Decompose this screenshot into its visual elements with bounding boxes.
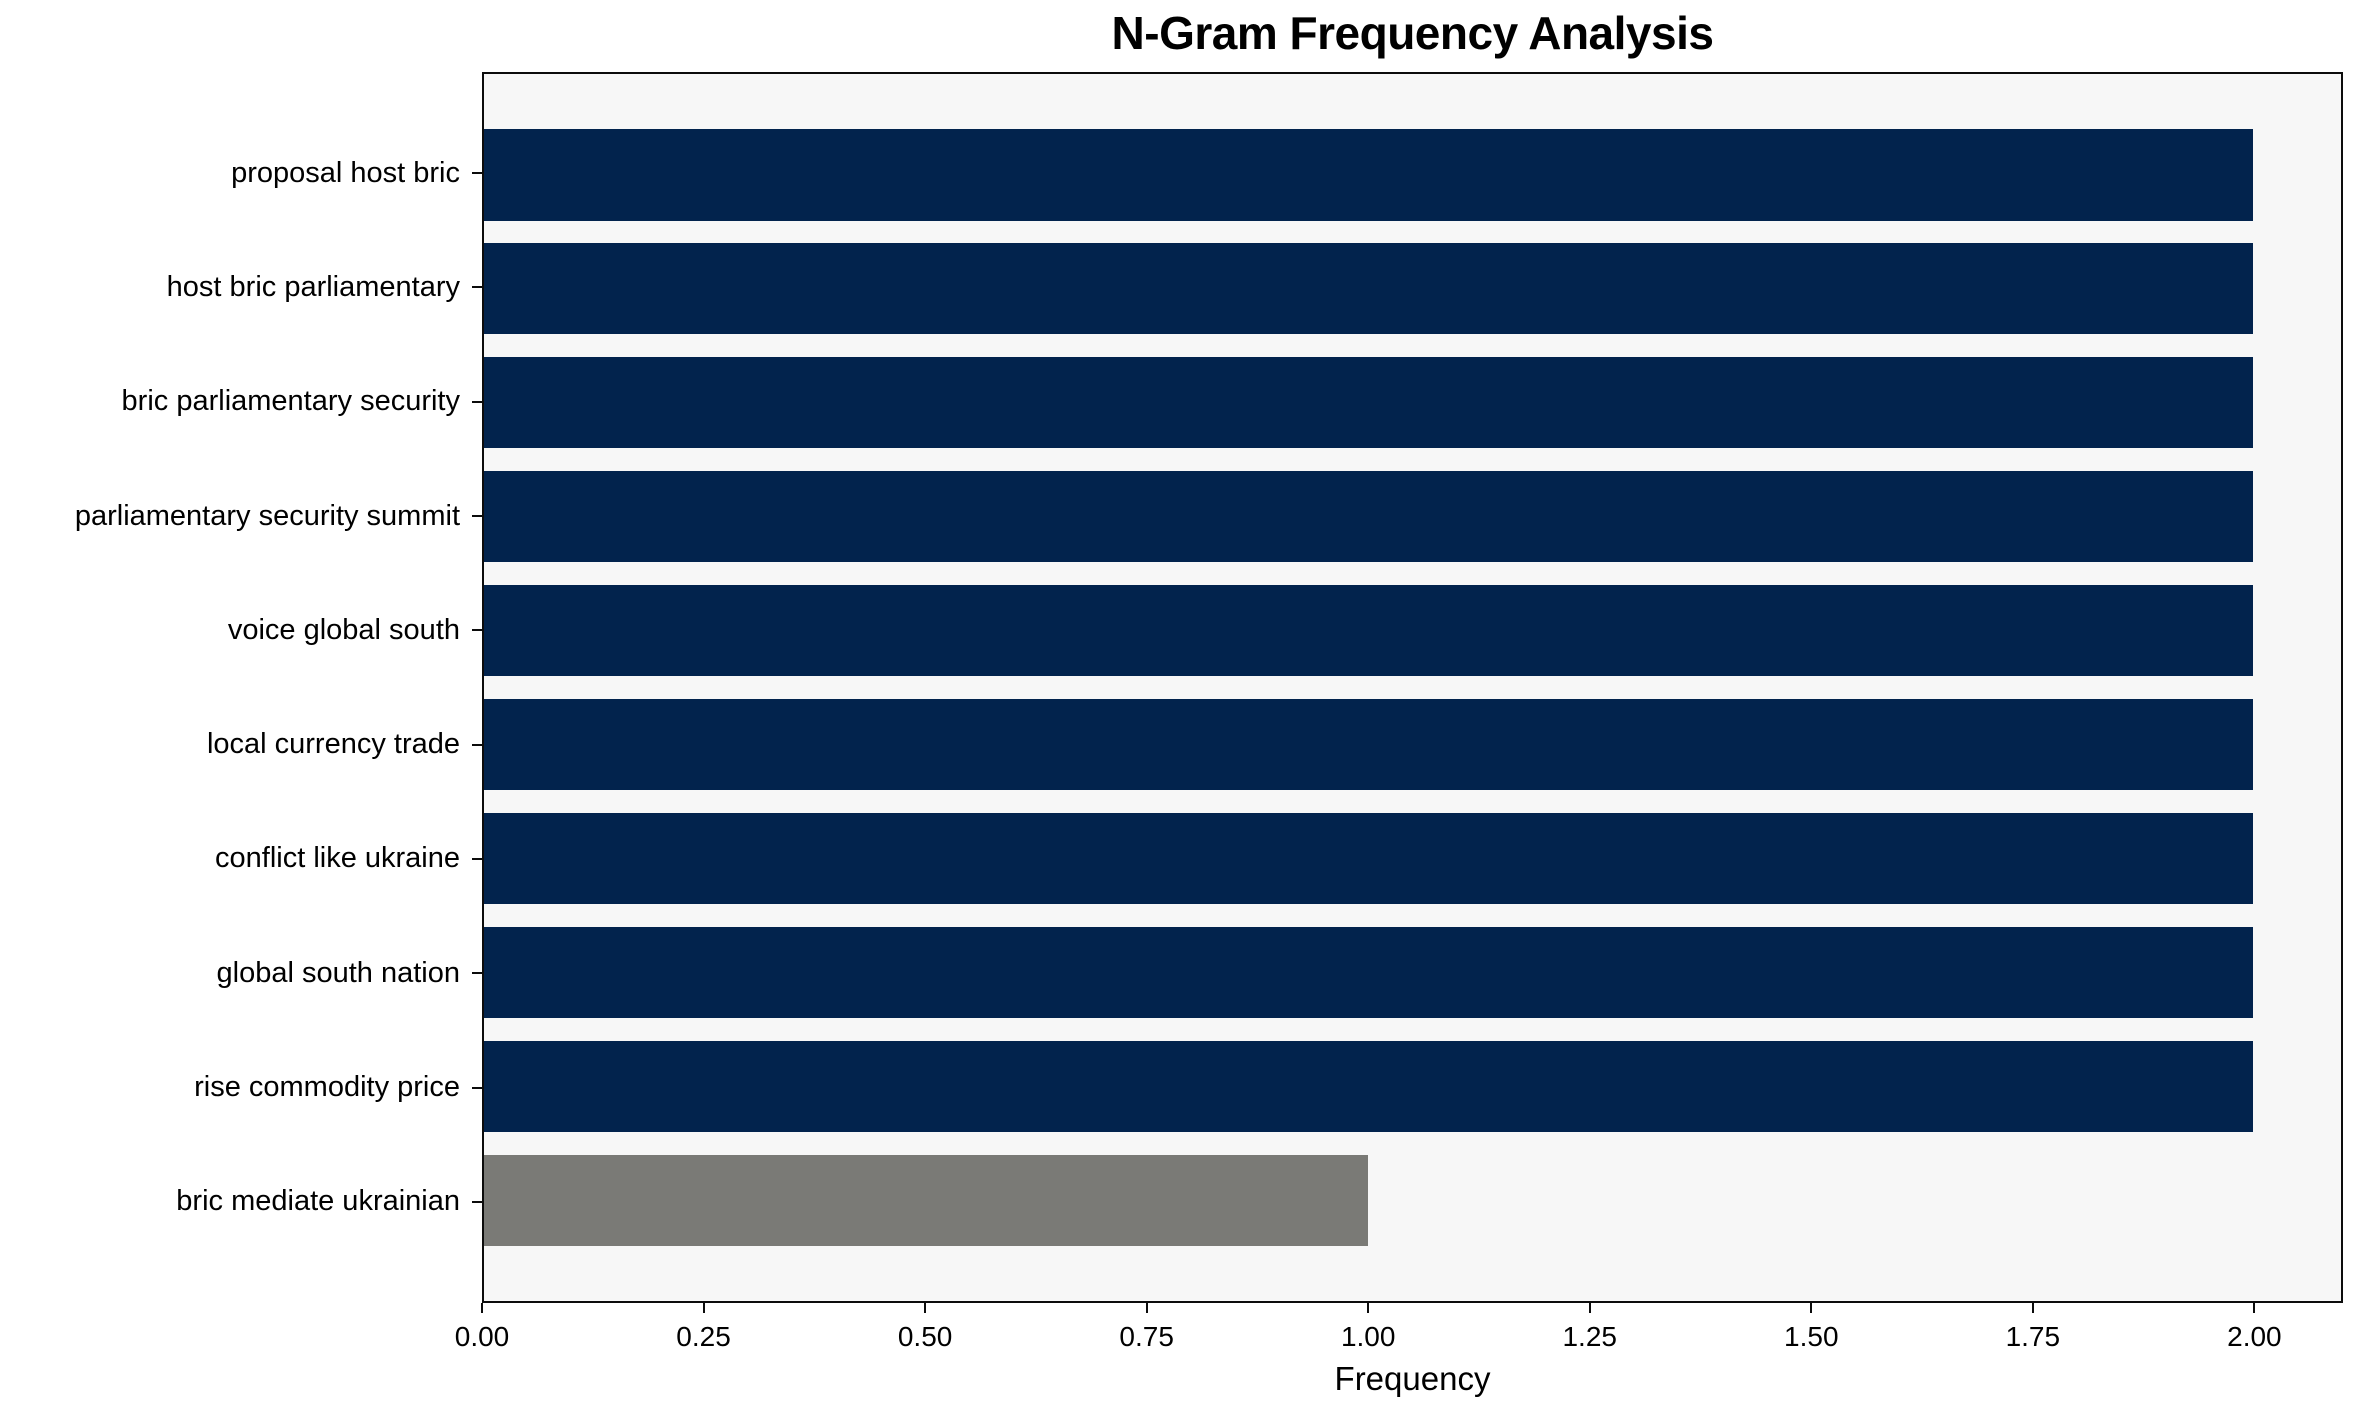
y-tick-label: host bric parliamentary	[166, 270, 460, 303]
bar-row	[484, 118, 2341, 232]
bars-container	[484, 74, 2341, 1301]
x-tick-label: 0.50	[897, 1321, 953, 1352]
y-tick-label: bric parliamentary security	[121, 385, 460, 418]
y-tick-mark	[472, 286, 482, 289]
chart-title: N-Gram Frequency Analysis	[1111, 7, 1714, 59]
y-tick-label: proposal host bric	[231, 156, 460, 189]
x-tick-mark	[1810, 1303, 1813, 1313]
y-category-row: host bric parliamentary	[0, 230, 482, 344]
x-tick-mark	[1367, 1303, 1370, 1313]
bar	[484, 471, 2253, 563]
y-tick-label: parliamentary security summit	[74, 499, 460, 532]
y-tick-mark	[472, 400, 482, 403]
y-category-row: conflict like ukraine	[0, 802, 482, 916]
x-tick-mark	[1145, 1303, 1148, 1313]
y-tick-mark	[472, 1086, 482, 1089]
bar	[484, 926, 2253, 1018]
bar	[484, 357, 2253, 449]
y-tick-label: global south nation	[216, 956, 460, 989]
x-tick-mark	[481, 1303, 483, 1313]
bar-row	[484, 232, 2341, 346]
bar	[484, 129, 2253, 221]
y-tick-label: voice global south	[227, 613, 460, 646]
x-axis: 0.00 0.25 0.50 0.75 1.00 1.25 1.50 1.75 2.00	[455, 1303, 2343, 1373]
x-tick-label: 1.25	[1562, 1321, 1617, 1352]
bar	[484, 1040, 2253, 1132]
bar-row	[484, 688, 2341, 802]
x-tick-mark	[924, 1303, 927, 1313]
y-category-row: rise commodity price	[0, 1030, 482, 1144]
bar	[484, 585, 2253, 677]
plot-area	[482, 72, 2343, 1303]
bar-row	[484, 346, 2341, 460]
x-axis-label: Frequency	[1334, 1360, 1491, 1397]
bar-row	[484, 460, 2341, 574]
x-tick-mark	[2253, 1303, 2256, 1313]
bar-row	[484, 1029, 2341, 1143]
bar-row	[484, 915, 2341, 1029]
y-category-row: voice global south	[0, 573, 482, 687]
y-category-row: bric mediate ukrainian	[0, 1145, 482, 1259]
x-tick-label: 1.00	[1340, 1321, 1396, 1352]
y-tick-mark	[472, 857, 482, 860]
x-tick-label: 0.25	[676, 1321, 731, 1352]
y-category-row: parliamentary security summit	[0, 459, 482, 573]
y-axis: proposal host bric host bric parliamentar…	[0, 72, 482, 1303]
y-tick-label: local currency trade	[206, 728, 460, 761]
y-category-row: proposal host bric	[0, 116, 482, 230]
y-tick-mark	[472, 629, 482, 632]
x-tick-label: 1.50	[1784, 1321, 1839, 1352]
x-tick-label: 2.00	[2227, 1321, 2282, 1352]
x-tick-label: 0.00	[454, 1321, 510, 1352]
y-tick-mark	[472, 743, 482, 746]
y-tick-label: rise commodity price	[194, 1071, 460, 1104]
y-category-row: local currency trade	[0, 687, 482, 801]
bar-row	[484, 801, 2341, 915]
bar	[484, 812, 2253, 904]
y-tick-mark	[472, 972, 482, 975]
bar-row	[484, 574, 2341, 688]
y-category-row: global south nation	[0, 916, 482, 1030]
bar	[484, 243, 2253, 335]
x-tick-mark	[1588, 1303, 1591, 1313]
y-category-row: bric parliamentary security	[0, 345, 482, 459]
bar-row	[484, 1143, 2341, 1257]
y-tick-label: conflict like ukraine	[215, 842, 460, 875]
y-tick-label: bric mediate ukrainian	[176, 1185, 460, 1218]
bar	[484, 698, 2253, 791]
x-tick-mark	[2031, 1303, 2034, 1313]
y-tick-mark	[472, 515, 482, 518]
x-tick-mark	[702, 1303, 705, 1313]
x-tick-label: 1.75	[2005, 1321, 2061, 1352]
y-tick-mark	[472, 172, 482, 175]
bar	[484, 1154, 1369, 1246]
y-tick-mark	[472, 1200, 482, 1203]
x-tick-label: 0.75	[1119, 1321, 1174, 1352]
